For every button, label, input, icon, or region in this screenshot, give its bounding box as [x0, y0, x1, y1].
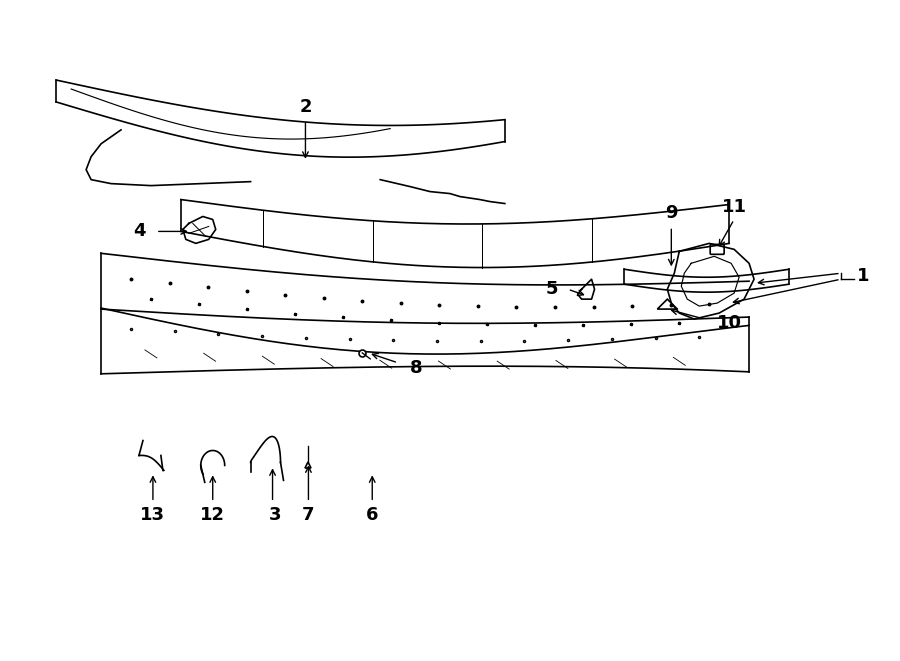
Text: 5: 5	[545, 280, 558, 298]
FancyBboxPatch shape	[710, 245, 724, 254]
Text: 8: 8	[410, 359, 423, 377]
Text: 13: 13	[140, 506, 166, 524]
Text: 6: 6	[366, 506, 379, 524]
Text: 4: 4	[132, 222, 145, 241]
Text: 9: 9	[665, 204, 678, 223]
Text: 2: 2	[299, 98, 311, 116]
Text: 7: 7	[302, 506, 315, 524]
Text: 1: 1	[857, 267, 869, 286]
Text: 10: 10	[717, 314, 742, 332]
Text: 11: 11	[722, 198, 747, 215]
Text: 12: 12	[200, 506, 225, 524]
Polygon shape	[657, 299, 678, 309]
Text: 3: 3	[269, 506, 282, 524]
